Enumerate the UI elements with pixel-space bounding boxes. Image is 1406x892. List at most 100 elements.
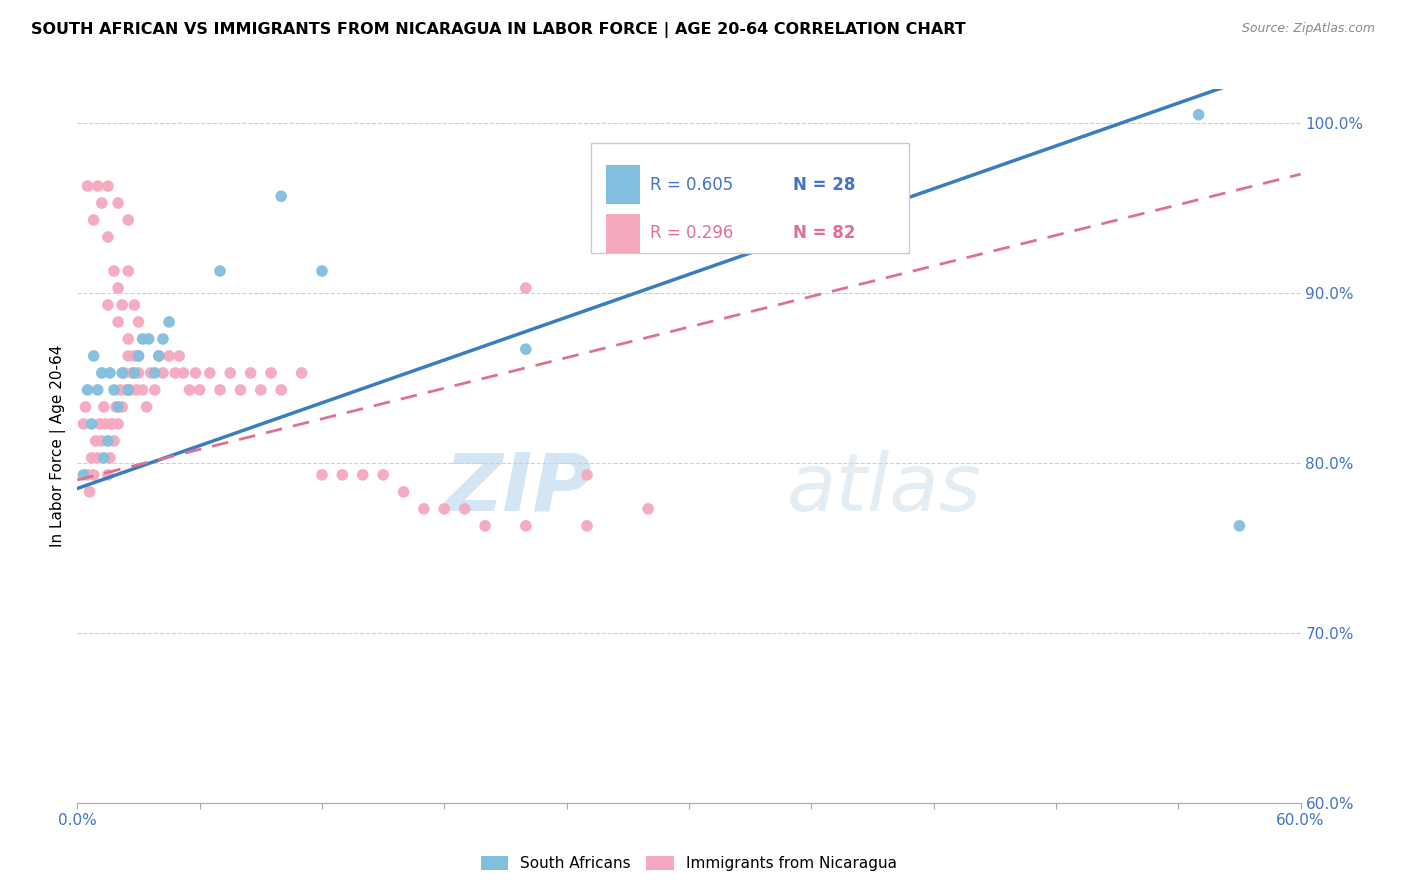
Text: SOUTH AFRICAN VS IMMIGRANTS FROM NICARAGUA IN LABOR FORCE | AGE 20-64 CORRELATIO: SOUTH AFRICAN VS IMMIGRANTS FROM NICARAG… [31,22,966,38]
Point [90,366,112,380]
FancyBboxPatch shape [606,214,640,253]
Text: N = 28: N = 28 [793,176,855,194]
Point [260,366,283,380]
Point [270,383,292,397]
Point [352,467,374,482]
Point [115,383,138,397]
Point [101,417,124,431]
Point [453,501,475,516]
Point [111,400,134,414]
Point [97,179,120,194]
Point [83,467,105,482]
Point [413,501,436,516]
Point [576,467,599,482]
Text: R = 0.296: R = 0.296 [650,225,733,243]
Point [127,349,149,363]
Point [111,298,134,312]
Point [98,450,121,465]
Point [112,366,135,380]
Point [172,366,194,380]
Point [124,298,146,312]
Point [157,315,180,329]
Point [165,366,187,380]
Point [127,366,149,380]
Point [131,383,153,397]
Point [138,332,160,346]
FancyBboxPatch shape [606,165,640,204]
Point [647,179,669,194]
Point [72,467,94,482]
Point [143,383,166,397]
Point [103,264,125,278]
Point [97,467,120,482]
Point [89,417,111,431]
Point [125,383,148,397]
Point [98,366,121,380]
Point [108,383,131,397]
Text: atlas: atlas [787,450,981,528]
Point [143,366,166,380]
Point [72,417,94,431]
Point [90,196,112,211]
Point [103,434,125,448]
Point [76,383,98,397]
Point [188,383,211,397]
Point [311,264,333,278]
Point [169,349,191,363]
Point [1229,519,1251,533]
Point [93,400,115,414]
Point [121,366,143,380]
Point [179,383,201,397]
Point [290,366,312,380]
Point [474,519,496,533]
Point [87,450,110,465]
Point [148,349,170,363]
Point [219,366,242,380]
Point [75,400,97,414]
Point [184,366,207,380]
Point [117,383,139,397]
Point [107,400,129,414]
Point [148,349,170,363]
Point [107,417,129,431]
Point [124,366,146,380]
Point [515,281,537,295]
Point [392,484,415,499]
Point [515,519,537,533]
Point [311,467,333,482]
Point [131,332,153,346]
Point [198,366,221,380]
Text: Source: ZipAtlas.com: Source: ZipAtlas.com [1241,22,1375,36]
Point [120,383,142,397]
Point [124,349,146,363]
Text: ZIP: ZIP [444,450,591,528]
Point [107,196,129,211]
Point [1187,108,1209,122]
Point [90,434,112,448]
Point [117,349,139,363]
Text: N = 82: N = 82 [793,225,855,243]
Point [84,434,107,448]
Point [371,467,394,482]
Point [83,349,105,363]
Point [139,366,162,380]
Point [127,315,149,329]
Point [576,519,599,533]
Point [105,400,128,414]
Point [97,230,120,244]
Point [111,366,134,380]
Point [107,281,129,295]
Point [103,383,125,397]
Point [76,467,98,482]
Point [135,400,157,414]
Point [87,383,110,397]
Point [79,484,101,499]
Point [250,383,273,397]
Point [83,213,105,227]
Legend: South Africans, Immigrants from Nicaragua: South Africans, Immigrants from Nicaragu… [475,850,903,877]
Point [152,366,174,380]
Point [97,434,120,448]
Point [80,450,103,465]
Point [107,315,129,329]
Point [93,450,115,465]
